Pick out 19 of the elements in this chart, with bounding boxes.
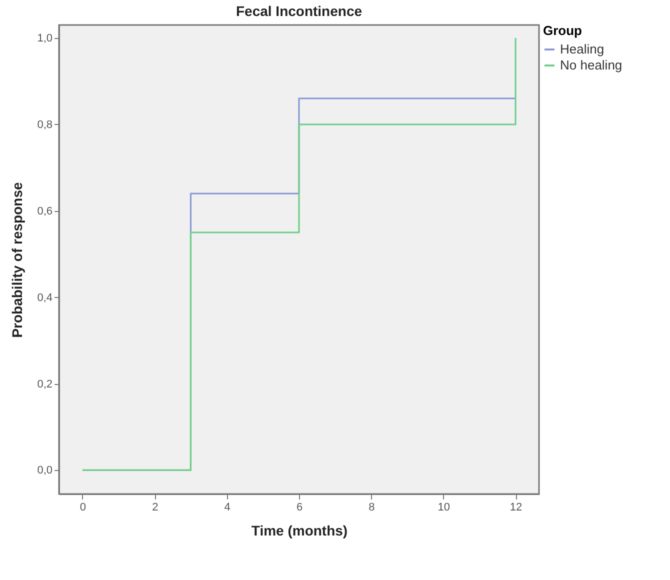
y-tick-label: 0,2 [37,378,52,390]
x-tick-label: 4 [224,502,230,514]
chart-title: Fecal Incontinence [236,3,362,19]
x-tick-label: 2 [152,502,158,514]
legend-label: No healing [560,58,622,72]
x-axis-title: Time (months) [251,522,348,538]
x-tick-label: 12 [510,502,522,514]
legend-label: Healing [560,42,604,56]
x-tick-label: 0 [80,502,86,514]
x-tick-label: 6 [296,502,303,514]
legend-title: Group [543,23,582,38]
y-tick-label: 0,6 [37,205,52,218]
x-tick-label: 10 [438,502,450,514]
y-tick-label: 0,8 [37,118,52,131]
x-tick-label: 8 [368,502,375,514]
y-axis-title: Probability of response [9,182,26,338]
y-tick-label: 0,0 [37,464,52,477]
y-tick-label: 1,0 [37,32,52,44]
y-tick-label: 0,4 [37,292,52,304]
